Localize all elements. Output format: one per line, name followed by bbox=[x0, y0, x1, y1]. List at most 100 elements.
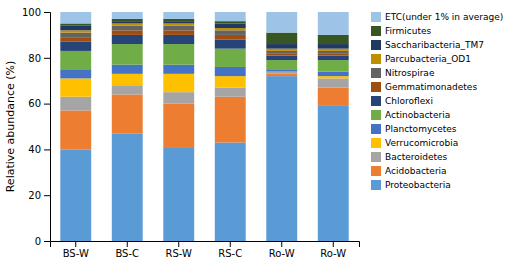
series bbox=[60, 44, 348, 71]
tick-mark bbox=[44, 149, 50, 150]
bar-segment bbox=[215, 23, 246, 28]
bar-segment bbox=[112, 19, 143, 21]
bar-segment bbox=[60, 30, 91, 32]
series bbox=[60, 19, 348, 44]
bar-segment bbox=[215, 88, 246, 97]
tick-label: RS-W bbox=[166, 248, 192, 259]
bar-segment bbox=[112, 74, 143, 85]
legend-label: Gemmatimonadetes bbox=[385, 82, 477, 92]
bar-segment bbox=[266, 76, 297, 241]
tick-mark bbox=[127, 241, 128, 247]
legend-item: Actinobacteria bbox=[371, 110, 450, 120]
legend-swatch bbox=[371, 82, 381, 92]
chart: 020406080100BS-WBS-CRS-WRS-CRo-WRo-WRela… bbox=[0, 0, 509, 265]
bar-segment bbox=[318, 76, 349, 78]
bar-segment bbox=[60, 51, 91, 69]
legend-item: Verrucomicrobia bbox=[371, 138, 458, 148]
tick-label: Ro-W bbox=[269, 248, 295, 259]
bar-segment bbox=[163, 92, 194, 103]
bar-segment bbox=[60, 69, 91, 78]
bar-segment bbox=[60, 110, 91, 149]
bar-segment bbox=[163, 12, 194, 19]
series bbox=[60, 76, 348, 241]
tick-label: 40 bbox=[28, 144, 41, 155]
legend-swatch bbox=[371, 152, 381, 162]
tick: 60 bbox=[28, 98, 50, 109]
legend-swatch bbox=[371, 124, 381, 134]
axis-line bbox=[51, 242, 360, 248]
series bbox=[60, 21, 348, 48]
legend-item: Saccharibacteria_TM7 bbox=[371, 40, 484, 50]
bar-segment bbox=[215, 67, 246, 76]
legend-label: Nitrospirae bbox=[385, 68, 435, 78]
tick-label: Ro-W bbox=[320, 248, 346, 259]
series bbox=[60, 74, 348, 97]
y-axis: 020406080100 bbox=[22, 7, 51, 247]
legend-item: Bacteroidetes bbox=[371, 152, 448, 162]
bar-segment bbox=[215, 35, 246, 40]
bar-segment bbox=[112, 133, 143, 241]
legend-swatch bbox=[371, 68, 381, 78]
tick: 20 bbox=[28, 190, 50, 201]
bar-segment bbox=[318, 44, 349, 49]
tick-label: 20 bbox=[28, 190, 41, 201]
series bbox=[60, 12, 348, 35]
tick-mark bbox=[281, 241, 282, 247]
bar-segment bbox=[266, 44, 297, 49]
bar-segment bbox=[266, 51, 297, 53]
bar-segment bbox=[163, 44, 194, 65]
bar-segment bbox=[215, 143, 246, 241]
bar-segment bbox=[318, 106, 349, 241]
tick-mark bbox=[44, 12, 50, 13]
bar-segment bbox=[318, 56, 349, 61]
legend-swatch bbox=[371, 110, 381, 120]
legend: ETC(under 1% in average) Firmicutes Saccha… bbox=[371, 12, 503, 190]
bar-segment bbox=[60, 42, 91, 51]
bar-segment bbox=[60, 33, 91, 38]
legend-item: Nitrospirae bbox=[371, 68, 435, 78]
bar-segment bbox=[266, 69, 297, 71]
series bbox=[60, 74, 348, 150]
tick-mark bbox=[178, 241, 179, 247]
tick: 0 bbox=[35, 236, 50, 247]
legend-label: Proteobacteria bbox=[385, 180, 451, 190]
tick-mark bbox=[44, 104, 50, 105]
bar-segment bbox=[112, 85, 143, 94]
y-axis-title: Relative abundance (%) bbox=[4, 61, 17, 193]
bar-segment bbox=[163, 147, 194, 241]
bar-segment bbox=[163, 23, 194, 25]
bar-segment bbox=[163, 26, 194, 31]
legend-label: ETC(under 1% in average) bbox=[385, 12, 503, 22]
bar-segment bbox=[266, 12, 297, 33]
legend-label: Actinobacteria bbox=[385, 110, 450, 120]
tick: RS-W bbox=[166, 241, 192, 259]
bar-segment bbox=[163, 19, 194, 21]
tick-label: BS-W bbox=[63, 248, 89, 259]
legend-label: Saccharibacteria_TM7 bbox=[385, 40, 484, 50]
legend-swatch bbox=[371, 54, 381, 64]
legend-swatch bbox=[371, 12, 381, 22]
bar-segment bbox=[215, 21, 246, 23]
legend-label: Acidobacteria bbox=[385, 166, 447, 176]
bar-segment bbox=[266, 56, 297, 61]
bar-segment bbox=[112, 23, 143, 25]
legend-label: Firmicutes bbox=[385, 26, 432, 36]
bar-segment bbox=[318, 60, 349, 71]
legend-swatch bbox=[371, 138, 381, 148]
tick-mark bbox=[44, 195, 50, 196]
bar-segment bbox=[318, 51, 349, 53]
legend-item: Planctomycetes bbox=[371, 124, 457, 134]
bars bbox=[60, 12, 348, 241]
bar-segment bbox=[163, 21, 194, 23]
tick-label: RS-C bbox=[218, 248, 242, 259]
legend-item: Chloroflexi bbox=[371, 96, 433, 106]
tick-label: BS-C bbox=[115, 248, 139, 259]
bar-segment bbox=[266, 49, 297, 51]
bar-segment bbox=[112, 94, 143, 133]
legend-swatch bbox=[371, 96, 381, 106]
plot: 020406080100BS-WBS-CRS-WRS-CRo-WRo-W bbox=[22, 7, 360, 259]
bar-segment bbox=[163, 74, 194, 92]
bar-segment bbox=[215, 76, 246, 87]
legend-label: Chloroflexi bbox=[385, 96, 433, 106]
bar-segment bbox=[215, 28, 246, 30]
